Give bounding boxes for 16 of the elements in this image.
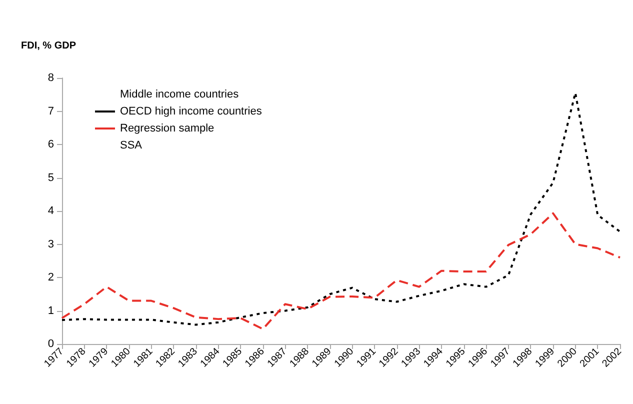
text: SSA [120,140,143,152]
y-tick-label: 3 [48,238,54,250]
legend-label: OECD high income countries [120,106,262,118]
y-axis-title: FDI, % GDP [21,40,76,52]
legend-label: Regression sample [120,122,214,134]
y-tick-label: 8 [48,72,54,84]
y-tick-label: 2 [48,272,54,284]
y-tick-label: 4 [48,205,54,217]
y-tick-label: 1 [48,304,54,317]
text: Middle income countries [120,88,240,100]
y-tick-label: 0 [48,338,54,350]
y-tick-label: 6 [48,138,54,150]
y-tick-label: 7 [48,105,54,118]
y-tick-label: 5 [48,172,54,184]
line-series [61,92,621,326]
line-series [61,212,621,330]
